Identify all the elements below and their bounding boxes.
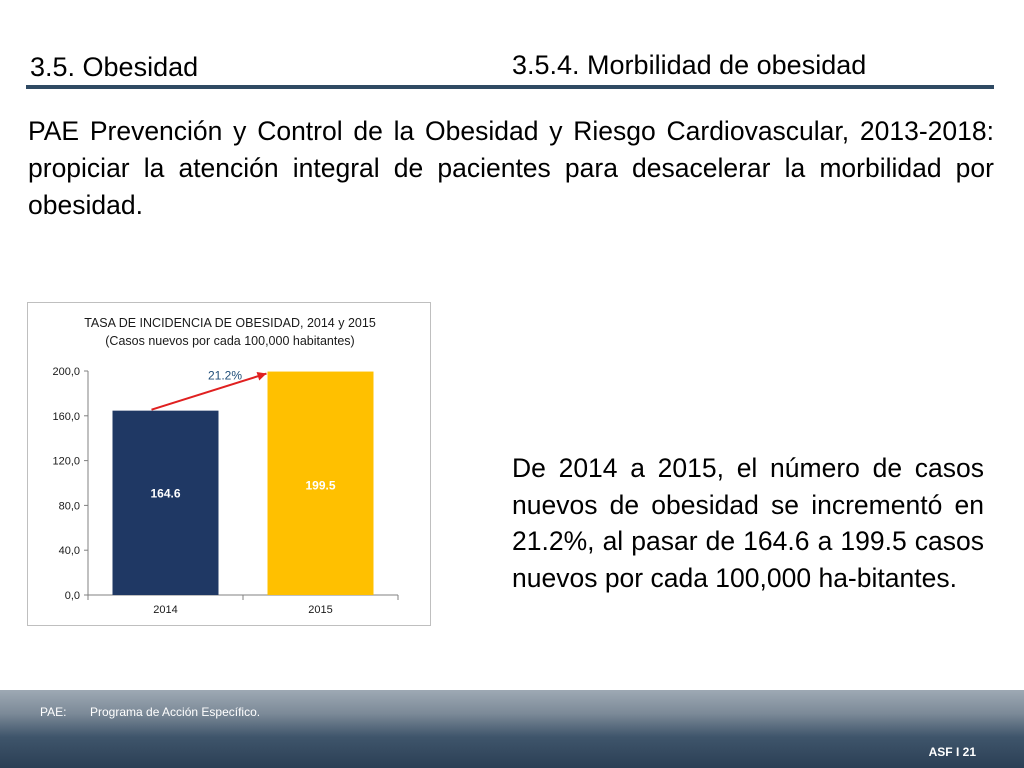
bar-2015 (267, 371, 374, 595)
data-label-2015: 199.5 (305, 479, 335, 493)
chart-subtitle: (Casos nuevos por cada 100,000 habitante… (105, 334, 354, 348)
increase-arrow-line (151, 372, 267, 411)
intro-paragraph: PAE Prevención y Control de la Obesidad … (28, 116, 994, 220)
y-tick-label: 0,0 (65, 590, 80, 602)
increase-arrow-head (256, 371, 267, 381)
chart-bars: 164.6 199.5 (112, 371, 374, 595)
footer-abbr-meaning: Programa de Acción Específico. (90, 705, 261, 719)
x-tick-label: 2014 (153, 604, 177, 616)
footer-band (0, 690, 1024, 768)
page-number: ASF I 21 (928, 745, 976, 759)
incidence-bar-chart: TASA DE INCIDENCIA DE OBESIDAD, 2014 y 2… (27, 302, 431, 626)
title-divider (26, 85, 994, 89)
y-tick-label: 200,0 (52, 366, 80, 378)
y-tick-label: 120,0 (52, 456, 80, 468)
subsection-title: 3.5.4. Morbilidad de obesidad (512, 50, 867, 80)
chart-canvas: TASA DE INCIDENCIA DE OBESIDAD, 2014 y 2… (52, 316, 399, 616)
footer-abbr: PAE: (40, 705, 67, 719)
chart-annotation: 21.2% (151, 369, 267, 411)
y-tick-label: 40,0 (59, 545, 80, 557)
y-tick-label: 80,0 (59, 500, 80, 512)
x-tick-label: 2015 (308, 604, 332, 616)
bar-2014 (112, 410, 219, 595)
increase-annotation-label: 21.2% (208, 369, 242, 383)
y-tick-label: 160,0 (52, 411, 80, 423)
data-label-2014: 164.6 (150, 487, 180, 501)
chart-title: TASA DE INCIDENCIA DE OBESIDAD, 2014 y 2… (84, 316, 376, 330)
section-title: 3.5. Obesidad (30, 52, 199, 82)
summary-paragraph: De 2014 a 2015, el número de casos nuevo… (512, 453, 984, 593)
footer-abbreviation-note: PAE: Programa de Acción Específico. (40, 705, 260, 719)
